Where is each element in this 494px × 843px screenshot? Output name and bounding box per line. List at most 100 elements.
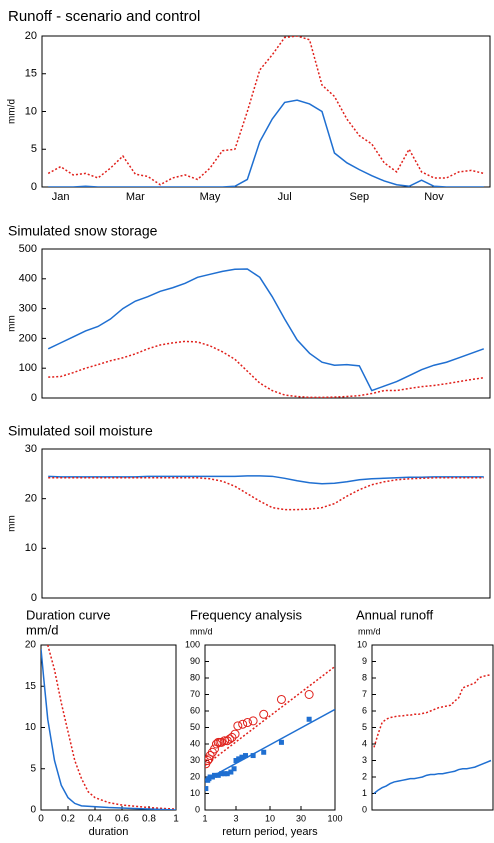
y-tick-label: 0 (31, 392, 37, 404)
x-tick-label: 10 (265, 813, 275, 823)
series-line (48, 475, 484, 485)
y-tick-label: 100 (19, 362, 37, 374)
chart-title: Duration curve (26, 607, 111, 622)
point (215, 772, 221, 778)
x-tick-label: 100 (327, 813, 342, 823)
series-line (48, 477, 484, 511)
point (276, 694, 286, 704)
x-tick-label: 0.6 (115, 814, 129, 825)
x-tick-label: 1 (202, 813, 207, 823)
y-tick-label: 10 (25, 105, 37, 117)
point (233, 758, 239, 763)
point (224, 771, 230, 777)
y-tick-label: 500 (19, 243, 37, 255)
point (228, 769, 234, 775)
y-tick-label: 300 (19, 303, 37, 315)
y-tick-label: 20 (190, 771, 200, 781)
y-tick-label: 5 (362, 722, 367, 732)
y-axis-label: mm (7, 515, 18, 532)
y-tick-label: 200 (19, 332, 37, 344)
point (219, 771, 225, 777)
x-tick-label: Mar (126, 191, 145, 203)
plot-area (205, 665, 335, 792)
series-line (205, 708, 335, 781)
chart-panel: Annual runoff mm/d 0 1 2 3 4 5 6 7 8 9 10 (356, 607, 494, 814)
series-line (48, 99, 484, 187)
y-tick-label: 15 (25, 68, 37, 80)
point (259, 709, 269, 719)
point (227, 732, 237, 742)
point (243, 753, 249, 759)
plot-area (41, 645, 176, 810)
x-tick-label: Jan (52, 191, 70, 203)
point (261, 749, 267, 755)
chart-subtitle: mm/d (190, 626, 213, 636)
series-line (47, 268, 485, 392)
y-axis-label: mm/d (7, 99, 18, 124)
y-tick-label: 0 (30, 805, 36, 816)
y-tick-label: 4 (362, 738, 367, 748)
point (222, 736, 232, 746)
y-tick-label: 2 (362, 771, 367, 781)
x-tick-label: 30 (296, 813, 306, 823)
x-tick-label: 3 (234, 813, 239, 823)
point (306, 716, 312, 722)
plot-area (47, 268, 485, 398)
x-tick-label: 1 (173, 814, 179, 825)
y-tick-label: 10 (357, 639, 367, 649)
x-tick-label: 0 (38, 814, 44, 825)
y-axis-label: mm (7, 315, 18, 332)
point (248, 716, 258, 726)
chart-title: Frequency analysis (190, 607, 302, 622)
plot-area (373, 673, 492, 795)
y-tick-label: 5 (30, 763, 36, 774)
chart-title: Simulated soil moisture (8, 423, 153, 439)
series-line (373, 673, 492, 748)
chart-panel: Runoff - scenario and control mm/d 0 5 10 15 2… (7, 8, 491, 203)
y-tick-label: 20 (25, 640, 37, 651)
y-tick-label: 60 (190, 705, 200, 715)
y-tick-label: 30 (190, 755, 200, 765)
point (238, 719, 248, 729)
x-axis-label: duration (89, 826, 129, 838)
y-tick-label: 9 (362, 656, 367, 666)
point (239, 754, 245, 760)
point (231, 766, 237, 772)
x-tick-label: May (200, 191, 221, 203)
y-tick-label: 20 (25, 493, 37, 505)
y-tick-label: 70 (190, 689, 200, 699)
y-tick-label: 3 (362, 755, 367, 765)
y-tick-label: 400 (19, 273, 37, 285)
y-tick-label: 80 (190, 672, 200, 682)
y-tick-label: 10 (190, 788, 200, 798)
point (278, 739, 284, 745)
series-line (48, 340, 484, 398)
point (250, 753, 256, 759)
x-axis-label: return period, years (222, 826, 318, 838)
y-tick-label: 40 (190, 738, 200, 748)
series-line (47, 645, 176, 810)
point (222, 771, 228, 777)
plot-frame (41, 248, 491, 399)
y-tick-label: 10 (25, 722, 37, 733)
plot-area (47, 36, 484, 187)
y-tick-label: 0 (362, 804, 367, 814)
point (242, 718, 252, 728)
plot-frame (204, 644, 336, 811)
x-tick-label: 0.8 (142, 814, 156, 825)
series-line (205, 665, 335, 767)
series-line (373, 759, 492, 795)
y-tick-label: 100 (185, 639, 200, 649)
plot-frame (371, 644, 494, 811)
y-tick-label: 8 (362, 672, 367, 682)
plot-area (48, 475, 484, 511)
y-tick-label: 0 (31, 181, 37, 193)
x-tick-label: 0.4 (88, 814, 102, 825)
chart-panel: Simulated snow storage mm 0 100 200 300 400 500 (7, 223, 491, 404)
point (304, 690, 314, 699)
y-tick-label: 20 (25, 30, 37, 42)
y-tick-label: 5 (31, 143, 37, 155)
